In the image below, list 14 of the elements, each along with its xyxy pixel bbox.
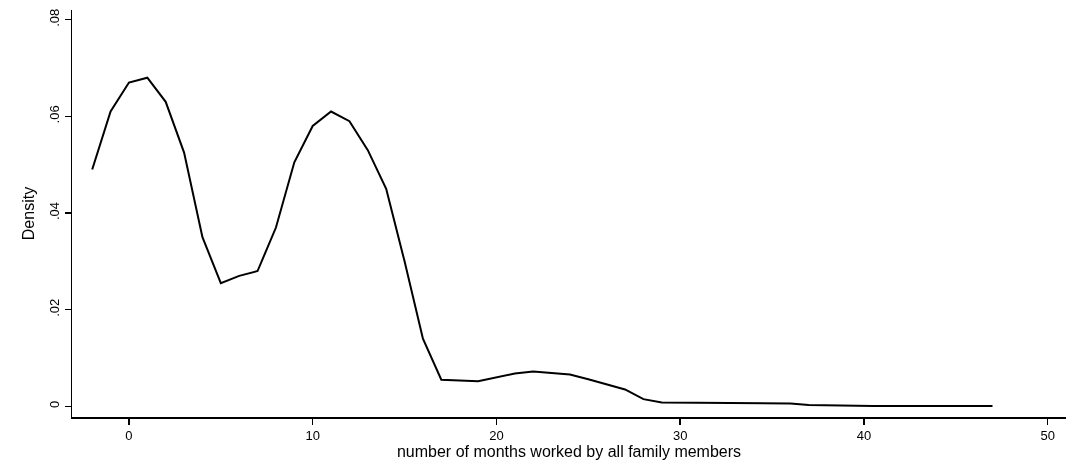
y-tick-label: .02: [47, 298, 63, 317]
y-tick-label: .08: [47, 8, 63, 27]
x-tick-label: 20: [489, 428, 504, 444]
line-series: [91, 76, 994, 407]
y-axis-title: Density: [20, 186, 38, 241]
x-tick-label: 40: [856, 428, 872, 444]
x-tick-label: 30: [672, 428, 688, 444]
y-tick-label: .04: [47, 202, 63, 221]
y-tick-label: .06: [47, 105, 63, 124]
y-tick-label: 0: [47, 400, 63, 409]
x-axis-title: number of months worked by all family members: [396, 443, 742, 461]
x-tick-label: 0: [125, 428, 133, 444]
x-tick-label: 10: [305, 428, 320, 444]
x-tick-label: 50: [1040, 428, 1055, 444]
